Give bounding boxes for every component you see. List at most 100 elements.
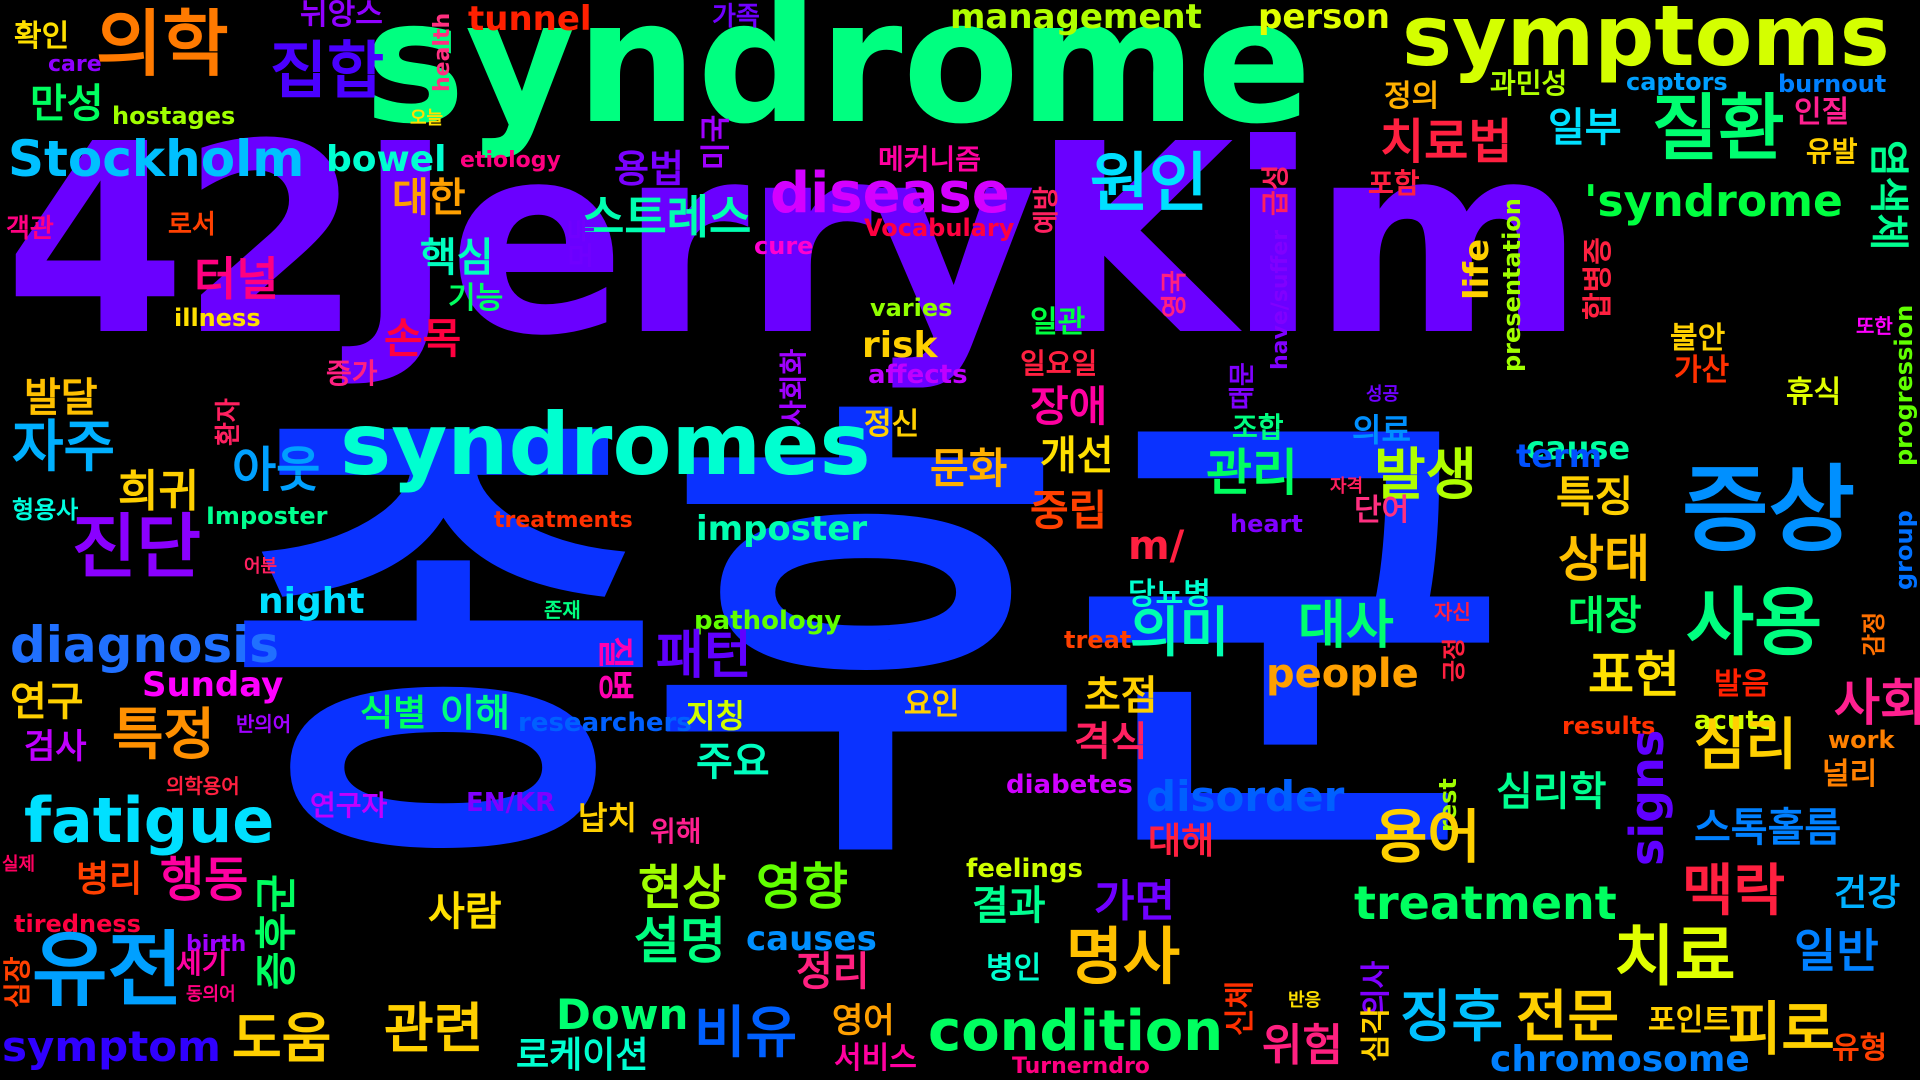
- word-management: management: [950, 0, 1202, 37]
- word-oneul: 오늘: [410, 108, 444, 129]
- word-jinghu: 징후: [1400, 985, 1504, 1050]
- word-jagyeok: 자격: [1330, 476, 1364, 497]
- word-have-suffer: have/suffer: [1268, 229, 1293, 370]
- word-care: care: [48, 52, 102, 77]
- word-disorder: disorder: [1146, 772, 1345, 821]
- word-ttohan: 또한: [1856, 314, 1893, 338]
- word-fatigue: fatigue: [24, 784, 275, 857]
- word-modu: 모두: [565, 216, 598, 268]
- word-jiching: 지칭: [686, 697, 745, 735]
- word-uimi: 의미: [1130, 601, 1230, 664]
- word-sikbyeol: 식별: [360, 693, 427, 734]
- word-results: results: [1562, 712, 1656, 740]
- word-sonmok: 손목: [384, 314, 462, 363]
- word-daehan: 대한: [392, 175, 466, 221]
- word-uihakyongeo: 의학용어: [166, 774, 240, 798]
- word-rokeisyeon: 로케이션: [516, 1035, 649, 1076]
- word-ilbu: 일부: [1548, 105, 1622, 151]
- word-chojeom: 초점: [1084, 673, 1158, 719]
- word-symptom: symptom: [2, 1022, 221, 1071]
- word-uiryo: 의료: [1352, 411, 1411, 449]
- word-sunday: Sunday: [142, 665, 284, 705]
- word-gajok: 가족: [712, 2, 760, 32]
- word-jeonmun: 전문: [1516, 985, 1620, 1050]
- word-sinche: 신체: [1223, 980, 1258, 1036]
- word-yeongu: 연구: [10, 679, 84, 725]
- word-bowel: bowel: [326, 139, 447, 180]
- word-piro: 피로: [1728, 995, 1835, 1063]
- word-jeongsin: 정신: [864, 407, 920, 442]
- word-hwagin: 확인: [14, 19, 70, 54]
- word-geungjeong: 긍정: [1440, 637, 1468, 682]
- word-banuieo: 반의어: [236, 712, 292, 736]
- word-haengdong: 행동: [160, 852, 249, 908]
- word-jeunghugun-vertical: 증후군: [252, 874, 301, 990]
- word-jonjae: 존재: [544, 598, 581, 622]
- word-seobiseu: 서비스: [834, 1041, 917, 1076]
- word-silje: 실제: [2, 854, 36, 875]
- word-symptoms: symptoms: [1402, 0, 1890, 85]
- word-cure: cure: [754, 232, 814, 260]
- word-byeongin: 병인: [986, 951, 1042, 986]
- word-balsaeng: 발생: [1374, 443, 1478, 508]
- word-jungnip: 중립: [1030, 486, 1108, 535]
- word-syndromes: syndromes: [340, 395, 871, 495]
- word-yuhyeong: 유형: [1832, 1031, 1888, 1066]
- word-wihae: 위해: [650, 815, 702, 848]
- word-haeksim: 핵심: [420, 235, 494, 281]
- word-imposter: imposter: [696, 509, 868, 549]
- word-hapbyeongjeung: 합병증: [1581, 237, 1616, 320]
- word-simnihak: 심리학: [1496, 769, 1607, 815]
- word-illness: illness: [174, 304, 261, 332]
- word-jilhwan: 질환: [1652, 86, 1785, 170]
- word-johap: 조합: [1232, 411, 1284, 444]
- word-night: night: [258, 581, 365, 622]
- word-manseong: 만성: [30, 81, 104, 127]
- word-gamyeon: 가면: [1094, 876, 1175, 927]
- word-yeongguk: 영국: [1160, 270, 1190, 318]
- word-presentation: presentation: [1498, 198, 1526, 372]
- word-byeongni: 병리: [76, 859, 143, 900]
- word-yeongeo: 영어: [832, 1001, 895, 1041]
- word-segi: 세기: [176, 947, 228, 980]
- word-yeonguja: 연구자: [310, 789, 388, 822]
- word-hostages: hostages: [112, 102, 236, 130]
- word-ttaemun: 때문: [1228, 362, 1258, 410]
- word-tunnel: tunnel: [468, 0, 592, 39]
- word-hyeongyongsa: 형용사: [12, 496, 79, 524]
- word-m-slash: m/: [1128, 523, 1185, 569]
- word-gyeolgwa: 결과: [972, 883, 1046, 929]
- word-stockholm: Stockholm: [8, 130, 305, 188]
- word-mekeonijeum: 메커니즘: [878, 143, 982, 176]
- word-gamjeong: 감정: [1860, 611, 1888, 656]
- word-progression: progression: [1890, 304, 1918, 466]
- word-chiryobeop: 치료법: [1380, 114, 1513, 170]
- word-injil: 인질: [1794, 95, 1850, 130]
- word-down: Down: [556, 990, 689, 1039]
- word-birth: birth: [186, 932, 247, 957]
- word-yongbeop: 용법: [614, 147, 684, 191]
- word-42jerrykim: 42JerryKim: [4, 88, 1585, 393]
- word-sahoe: 사회: [1834, 674, 1920, 732]
- word-diagnosis: diagnosis: [10, 616, 280, 674]
- word-jeongui: 정의: [1384, 79, 1440, 114]
- word-life: life: [1457, 238, 1497, 300]
- word-wonin: 원인: [1090, 147, 1208, 221]
- word-etiology: etiology: [460, 148, 561, 173]
- word-yeonghyang: 영향: [756, 858, 848, 916]
- word-chiryo: 치료: [1614, 918, 1736, 995]
- word-treatments: treatments: [494, 508, 633, 533]
- word-people: people: [1266, 651, 1419, 697]
- word-gwalli: 관리: [1206, 444, 1298, 502]
- word-jeungga: 증가: [326, 357, 378, 390]
- word-treat: treat: [1064, 626, 1132, 654]
- word-sangtae: 상태: [1558, 530, 1650, 588]
- word-gwaminseong: 과민성: [1490, 67, 1568, 100]
- word-yebang: 예방: [1032, 186, 1062, 234]
- word-biyu: 비유: [694, 1001, 798, 1066]
- word-roseo: 로서: [168, 210, 216, 240]
- word-myeongsa: 명사: [1066, 920, 1181, 993]
- word-causes: causes: [746, 919, 877, 959]
- word-enkr: EN/KR: [466, 788, 556, 818]
- word-ilban: 일반: [1794, 924, 1879, 978]
